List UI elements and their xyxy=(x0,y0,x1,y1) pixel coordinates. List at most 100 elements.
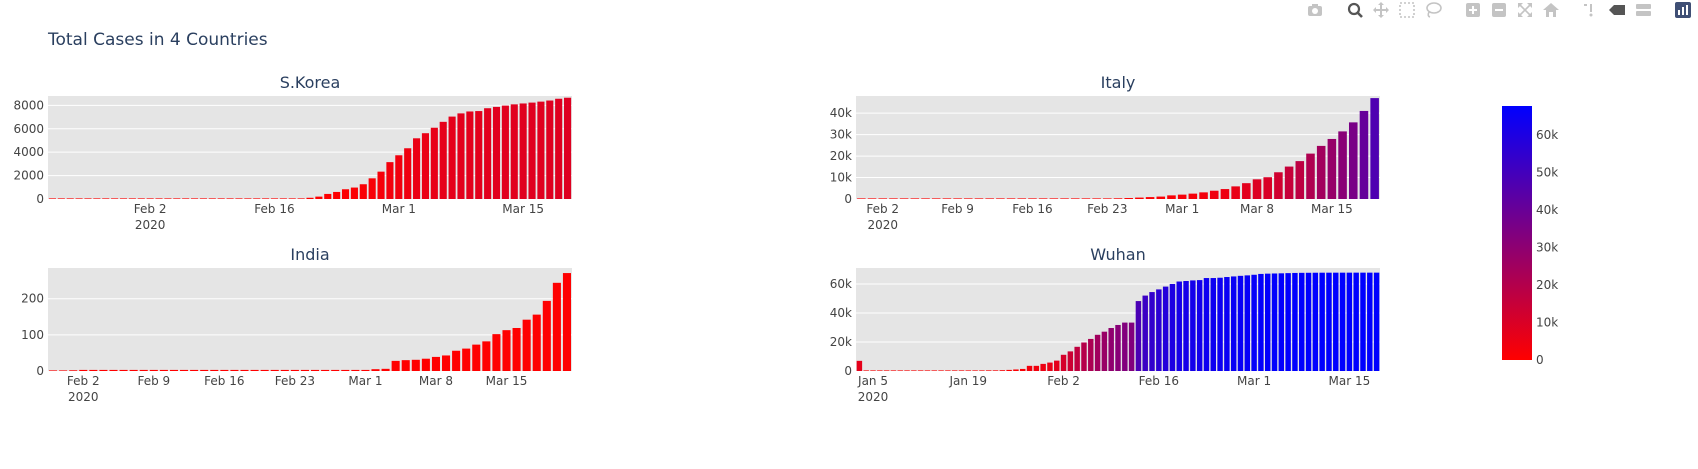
bar[interactable] xyxy=(1326,272,1332,371)
bar[interactable] xyxy=(341,369,350,371)
bar[interactable] xyxy=(331,369,340,371)
bar[interactable] xyxy=(321,369,330,371)
bar[interactable] xyxy=(519,103,527,199)
bar[interactable] xyxy=(99,369,108,371)
bar[interactable] xyxy=(1333,272,1339,371)
bar[interactable] xyxy=(66,198,74,199)
bar[interactable] xyxy=(111,198,119,199)
bar[interactable] xyxy=(48,198,56,199)
bar[interactable] xyxy=(208,198,216,199)
bar[interactable] xyxy=(1167,195,1176,199)
bar[interactable] xyxy=(562,273,571,371)
bar[interactable] xyxy=(341,189,350,199)
bar[interactable] xyxy=(1103,198,1112,199)
bar[interactable] xyxy=(1033,365,1040,371)
bar[interactable] xyxy=(210,369,219,371)
bar[interactable] xyxy=(501,105,509,199)
bar[interactable] xyxy=(532,314,541,371)
bar[interactable] xyxy=(985,370,992,371)
bar[interactable] xyxy=(457,113,465,199)
bar[interactable] xyxy=(1258,273,1264,371)
bar[interactable] xyxy=(173,198,181,199)
bar[interactable] xyxy=(290,369,299,371)
bar[interactable] xyxy=(1203,278,1210,371)
bar[interactable] xyxy=(1373,272,1380,371)
bar[interactable] xyxy=(262,198,270,199)
bar[interactable] xyxy=(155,198,163,199)
bar[interactable] xyxy=(1122,322,1128,371)
bar[interactable] xyxy=(1353,272,1359,371)
bar[interactable] xyxy=(863,370,869,371)
bar[interactable] xyxy=(1054,360,1060,371)
bar[interactable] xyxy=(159,369,168,371)
bar[interactable] xyxy=(1020,368,1026,371)
bar[interactable] xyxy=(1367,272,1373,371)
bar[interactable] xyxy=(1348,122,1358,199)
bar[interactable] xyxy=(1038,198,1048,199)
bar[interactable] xyxy=(391,360,400,371)
bar[interactable] xyxy=(890,370,897,371)
bar[interactable] xyxy=(904,370,910,371)
bar[interactable] xyxy=(240,369,249,371)
bar[interactable] xyxy=(1101,331,1108,371)
bar[interactable] xyxy=(149,369,158,371)
bar[interactable] xyxy=(1156,196,1166,199)
hover-closest-icon[interactable] xyxy=(1606,1,1628,19)
bar[interactable] xyxy=(1196,280,1203,371)
bar[interactable] xyxy=(1135,197,1144,199)
bar[interactable] xyxy=(899,198,909,199)
bar[interactable] xyxy=(235,198,243,199)
bar[interactable] xyxy=(1177,194,1187,199)
bar[interactable] xyxy=(75,198,83,199)
bar[interactable] xyxy=(512,327,521,371)
bar[interactable] xyxy=(146,198,154,199)
bar[interactable] xyxy=(250,369,259,371)
bar[interactable] xyxy=(555,98,563,199)
bar[interactable] xyxy=(377,171,385,199)
bar[interactable] xyxy=(1028,198,1037,199)
bar[interactable] xyxy=(102,198,110,199)
bar[interactable] xyxy=(958,370,965,371)
bar[interactable] xyxy=(475,111,483,199)
bar[interactable] xyxy=(1199,192,1208,199)
bar[interactable] xyxy=(439,121,447,199)
bar[interactable] xyxy=(1145,197,1155,199)
bar[interactable] xyxy=(528,102,536,199)
bar[interactable] xyxy=(220,369,229,371)
bar[interactable] xyxy=(1217,277,1223,371)
bar[interactable] xyxy=(270,369,279,371)
bar[interactable] xyxy=(953,198,962,199)
bar[interactable] xyxy=(59,370,68,371)
spike-lines-icon[interactable] xyxy=(1580,1,1602,19)
bar[interactable] xyxy=(546,100,554,199)
bar[interactable] xyxy=(351,369,360,371)
bar[interactable] xyxy=(1183,281,1189,371)
bar[interactable] xyxy=(938,370,944,371)
bar[interactable] xyxy=(69,370,78,371)
bar[interactable] xyxy=(395,155,403,199)
bar[interactable] xyxy=(1359,110,1369,199)
bar[interactable] xyxy=(522,319,531,371)
bar[interactable] xyxy=(910,198,920,199)
camera-icon[interactable] xyxy=(1304,1,1326,19)
bar[interactable] xyxy=(448,116,456,199)
bar[interactable] xyxy=(1360,272,1366,371)
bar[interactable] xyxy=(1124,198,1133,199)
bar[interactable] xyxy=(931,370,937,371)
bar[interactable] xyxy=(89,369,98,371)
bar[interactable] xyxy=(386,162,394,199)
bar[interactable] xyxy=(1264,273,1271,371)
zoom-icon[interactable] xyxy=(1344,1,1366,19)
bar[interactable] xyxy=(1237,275,1244,371)
bar[interactable] xyxy=(877,370,883,371)
bar[interactable] xyxy=(119,198,128,199)
bar[interactable] xyxy=(951,370,958,371)
bar[interactable] xyxy=(1094,334,1101,371)
bar[interactable] xyxy=(945,370,951,371)
bar[interactable] xyxy=(297,198,305,199)
bar[interactable] xyxy=(1278,273,1285,371)
bar[interactable] xyxy=(924,370,931,371)
bar[interactable] xyxy=(361,369,370,371)
bar[interactable] xyxy=(1305,272,1312,371)
bar[interactable] xyxy=(1169,283,1176,371)
